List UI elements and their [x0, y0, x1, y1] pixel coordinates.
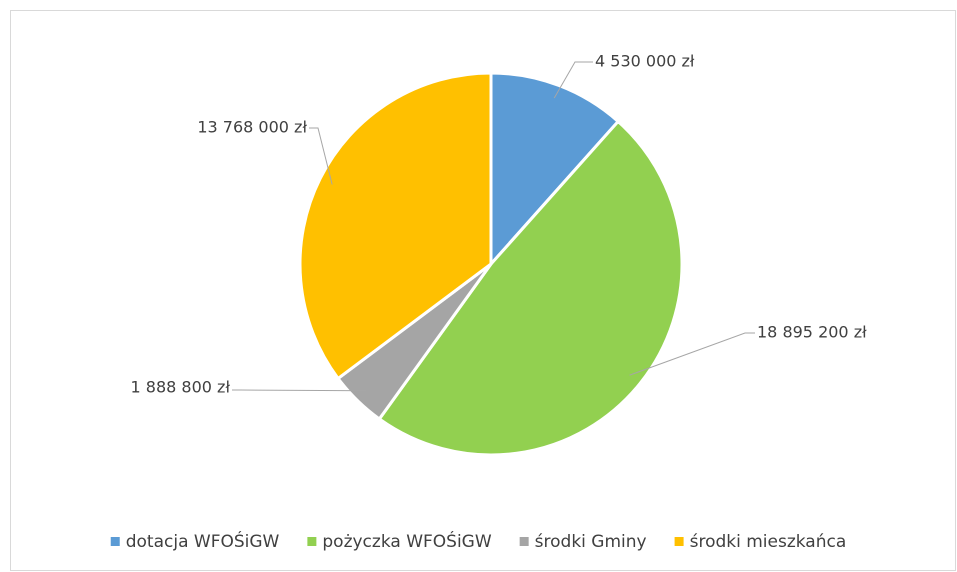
pie-slice: [377, 119, 684, 457]
legend-label: pożyczka WFOŚiGW: [322, 530, 491, 552]
legend-swatch: [110, 537, 120, 546]
data-label: 1 888 800 zł: [131, 378, 231, 397]
legend-swatch: [674, 537, 684, 546]
data-label: 18 895 200 zł: [757, 323, 867, 342]
pie-slice: [298, 71, 493, 380]
leader-line: [309, 127, 333, 185]
data-label: 4 530 000 zł: [595, 52, 695, 71]
pie-slice: [489, 71, 620, 266]
leader-line: [629, 332, 755, 376]
leader-line: [553, 61, 593, 99]
legend-label: środki Gminy: [535, 532, 647, 552]
legend-swatch: [519, 537, 529, 546]
legend-swatch: [307, 537, 317, 546]
leader-line: [232, 389, 367, 392]
legend-label: dotacja WFOŚiGW: [126, 530, 280, 552]
legend-label: środki mieszkańca: [690, 532, 847, 552]
data-label: 13 768 000 zł: [197, 118, 307, 137]
